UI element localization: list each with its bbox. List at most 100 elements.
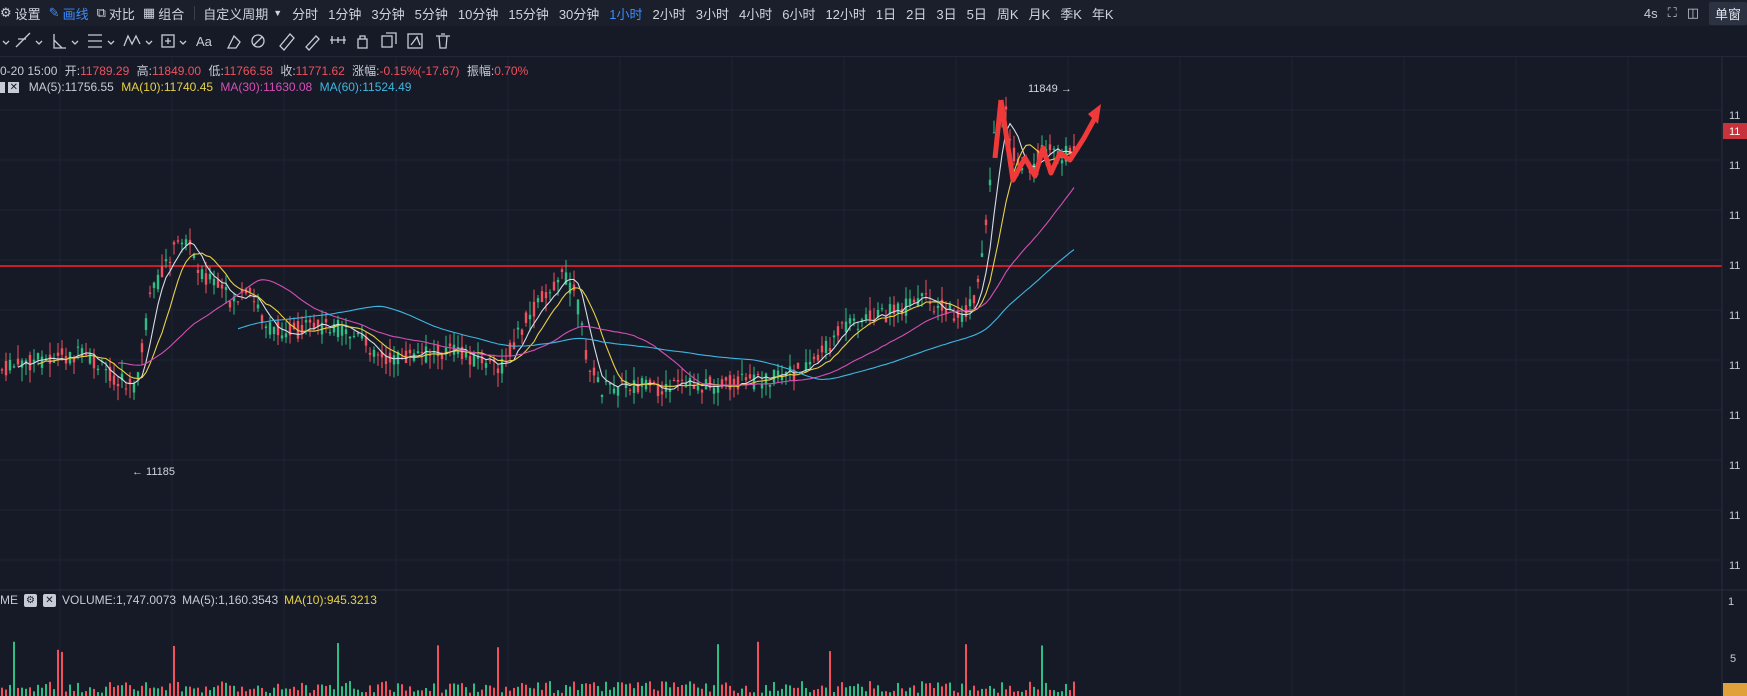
close-label: 收: [280, 64, 296, 78]
popout-icon[interactable]: ◫ [1686, 5, 1699, 20]
candle-body [336, 320, 340, 338]
high-marker: 11849 → [1028, 83, 1072, 95]
close-icon[interactable]: ✕ [43, 593, 56, 607]
period-tab[interactable]: 2小时 [652, 6, 686, 22]
ma-settings-icon[interactable] [0, 82, 5, 94]
period-tab[interactable]: 1日 [875, 6, 897, 22]
candle-body [608, 383, 612, 385]
volume-bar [129, 685, 131, 696]
period-tab[interactable]: 5日 [966, 6, 987, 22]
volume-bar [165, 690, 167, 696]
volume-bar [557, 690, 559, 696]
close-value: 11771.62 [295, 64, 345, 78]
candle-body [60, 348, 64, 355]
period-tab[interactable]: 季K [1060, 6, 1082, 22]
compare-button[interactable]: ⧉ 对比 [97, 4, 135, 23]
candle-body [836, 326, 840, 336]
candle-body [472, 352, 476, 367]
fullscreen-icon[interactable]: ⛶ [1667, 5, 1677, 20]
candle-body [256, 304, 260, 309]
close-icon[interactable]: ✕ [8, 82, 20, 94]
candle-body [660, 391, 664, 395]
volume-bar [805, 687, 807, 696]
period-tab[interactable]: 1分钟 [328, 6, 362, 22]
candle-body [360, 334, 364, 339]
candle-body [132, 383, 136, 393]
candle-body [1016, 158, 1020, 166]
candle-body [204, 273, 208, 285]
gear-icon[interactable]: ⚙ [24, 593, 37, 607]
period-tab[interactable]: 12小时 [825, 6, 866, 22]
combine-button[interactable]: ▦ 组合 [143, 4, 184, 23]
candle-body [52, 360, 56, 363]
candle-body [616, 386, 620, 396]
settings-button[interactable]: ⚙ 设置 [0, 4, 41, 23]
volume-bar [773, 682, 775, 696]
volume-bar [809, 692, 811, 696]
candle-body [612, 388, 616, 394]
volume-bar [189, 686, 191, 696]
candle-body [1012, 147, 1016, 162]
candle-body [1004, 106, 1008, 110]
volume-bar [237, 691, 239, 696]
volume-bar [641, 685, 643, 696]
custom-period-dropdown[interactable]: 自定义周期 ▼ [203, 4, 282, 23]
candle-body [852, 318, 856, 321]
top-toolbar: ⚙ 设置 ✎ 画线 ⧉ 对比 ▦ 组合 自定义周期 ▼ 分时 1分钟 3分钟 5分钟 1… [0, 0, 1747, 27]
measure-icon [330, 36, 346, 44]
period-tab[interactable]: 2日 [906, 6, 927, 22]
volume-bar [633, 688, 635, 696]
volume-bar [637, 682, 639, 696]
candle-body [708, 376, 712, 388]
volume-bar [1049, 689, 1051, 696]
candle-body [80, 348, 84, 357]
volume-bar [177, 681, 179, 696]
candle-body [420, 352, 424, 354]
volume-bar [917, 692, 919, 696]
period-tab[interactable]: 3日 [936, 6, 957, 22]
period-tab[interactable]: 3分钟 [371, 6, 405, 22]
candle-body [984, 219, 988, 226]
period-tab[interactable]: 周K [996, 6, 1019, 22]
parallel-line-tool-icon [15, 32, 43, 48]
period-tab[interactable]: 10分钟 [457, 6, 499, 22]
volume-bar [865, 691, 867, 696]
candle-body [756, 373, 760, 375]
volume-bar [841, 682, 843, 696]
candle-body [248, 288, 252, 292]
candle-body [952, 318, 956, 321]
period-tab[interactable]: 月K [1028, 6, 1051, 22]
period-tab[interactable]: 6小时 [782, 6, 816, 22]
candle-body [268, 322, 272, 335]
volume-bar [101, 692, 103, 696]
volume-bar [565, 684, 567, 696]
period-tab[interactable]: 分时 [292, 6, 319, 22]
period-tab[interactable]: 15分钟 [508, 6, 549, 22]
volume-bar [249, 689, 251, 696]
candle-body [484, 362, 488, 368]
lock-icon [357, 35, 368, 49]
candle-body [948, 303, 952, 309]
period-tab[interactable]: 1小时 [609, 6, 643, 22]
price-axis-label: 11 [1729, 560, 1740, 572]
period-tab[interactable]: 3小时 [695, 6, 729, 22]
volume-bar [881, 691, 883, 696]
candle-body [164, 259, 168, 262]
window-mode-button[interactable]: 单窗 [1708, 1, 1747, 25]
volume-bar [325, 686, 327, 696]
refresh-interval[interactable]: 4s [1643, 5, 1658, 21]
volume-bar [321, 684, 323, 696]
candle-body [172, 242, 176, 245]
volume-bar [845, 687, 847, 696]
volume-bar [281, 689, 283, 696]
period-tab[interactable]: 年K [1091, 6, 1114, 22]
draw-button[interactable]: ✎ 画线 [49, 4, 89, 23]
candle-body [684, 383, 688, 386]
period-tab[interactable]: 5分钟 [414, 6, 448, 22]
candle-body [864, 314, 868, 320]
volume-bar [1045, 682, 1047, 696]
period-tab[interactable]: 4小时 [738, 6, 773, 22]
period-tab[interactable]: 30分钟 [558, 6, 600, 22]
volume-bar [745, 685, 747, 696]
